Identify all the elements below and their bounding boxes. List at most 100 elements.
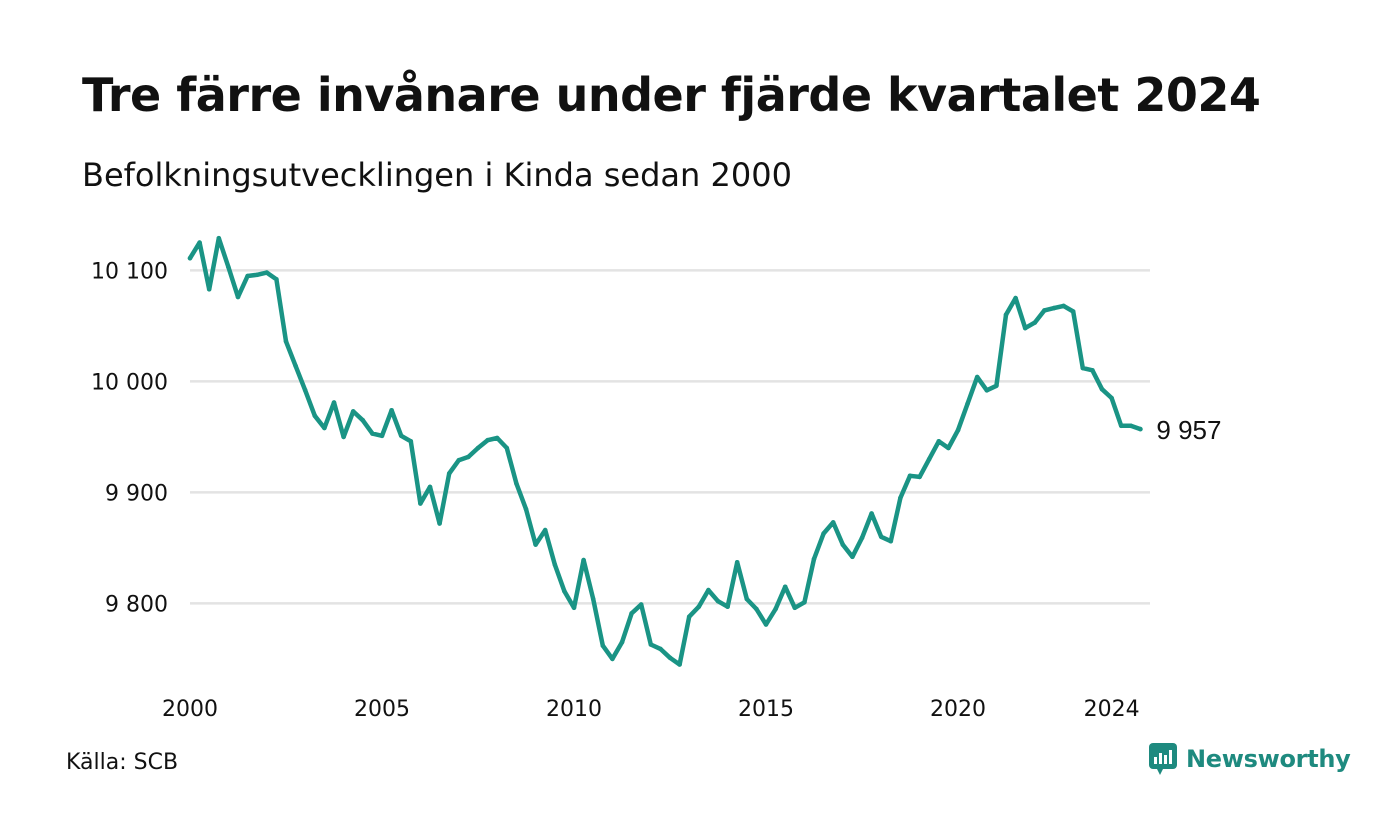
data-point [955,427,961,433]
data-point [446,471,452,476]
data-point [1032,320,1038,325]
data-point [456,457,462,463]
data-point [821,531,826,536]
data-point [485,437,490,443]
data-point [706,587,711,593]
data-point [216,235,222,241]
x-tick-label: 2020 [930,697,986,722]
data-point [389,408,394,413]
data-point [792,605,798,611]
data-point [850,554,855,560]
data-point [984,388,990,393]
data-point [686,614,692,619]
data-point [514,481,519,486]
data-point [408,439,414,444]
data-point [1080,365,1086,371]
data-point [187,255,193,261]
data-point [859,535,865,541]
data-point [581,557,586,563]
y-tick-label: 10 000 [91,370,168,395]
data-point [946,445,951,451]
data-point [370,431,375,436]
data-point [542,527,548,533]
data-point [1128,423,1134,429]
data-point [466,454,471,460]
data-point [1022,325,1028,331]
data-point [504,445,510,451]
data-point [312,413,318,419]
data-point [763,622,769,627]
data-point [1003,312,1009,318]
data-point [341,434,346,440]
data-point [302,388,308,393]
data-point [629,611,634,616]
brand-logo: Newsworthy [1148,742,1351,776]
data-point [974,374,980,380]
data-point [1042,308,1047,313]
data-point [552,562,558,567]
data-point [1051,305,1057,311]
data-point [715,598,721,604]
data-point [638,602,644,607]
data-point [658,646,663,652]
data-point [254,272,260,278]
x-tick-label: 2005 [354,697,410,722]
data-point [878,534,884,540]
data-point [331,400,337,405]
data-point [725,604,730,609]
x-tick-label: 2015 [738,697,794,722]
chart-title: Tre färre invånare under fjärde kvartale… [82,68,1261,122]
data-point [475,445,481,451]
data-point [734,560,740,565]
population-line [187,235,1143,667]
data-point [610,656,615,662]
data-point [571,605,577,611]
data-point [936,439,942,444]
data-point [869,511,874,516]
data-point [1118,423,1124,429]
data-point [226,264,231,270]
data-point [648,642,654,647]
data-point [619,640,625,645]
data-point [418,501,423,506]
data-point [811,556,817,562]
y-tick-label: 9 900 [105,481,168,506]
data-point [994,383,999,389]
data-point [206,287,212,292]
data-point [1138,426,1143,432]
end-value-label: 9 957 [1156,415,1221,445]
data-point [677,662,682,667]
data-point [1013,295,1018,301]
data-point [350,409,356,414]
data-point [494,435,500,441]
data-point [773,606,778,612]
y-tick-label: 9 800 [105,592,168,617]
data-point [926,456,932,462]
data-point [840,542,846,547]
data-point [1070,309,1076,314]
data-point [322,425,327,431]
end-value-label-group: 9 957 [1156,415,1221,445]
data-point [379,433,385,439]
data-point [398,433,404,439]
data-point [744,596,750,602]
data-point [830,520,836,525]
brand-name: Newsworthy [1186,745,1351,773]
x-tick-label: 2000 [162,697,218,722]
x-axis-tick-labels: 2000 2005 2010 2015 2020 2024 [162,697,1140,722]
data-point [264,270,270,275]
chart-subtitle: Befolkningsutvecklingen i Kinda sedan 20… [82,156,792,194]
data-point [782,584,788,590]
data-point [917,474,922,480]
gridlines [190,269,1150,605]
data-point [965,401,970,406]
data-point [754,606,759,612]
data-point [1061,303,1066,309]
x-tick-label: 2010 [546,697,602,722]
data-point [600,643,606,648]
newsworthy-logo-icon [1149,743,1177,775]
data-point [235,294,241,300]
data-point [245,273,250,279]
data-point [437,521,442,526]
